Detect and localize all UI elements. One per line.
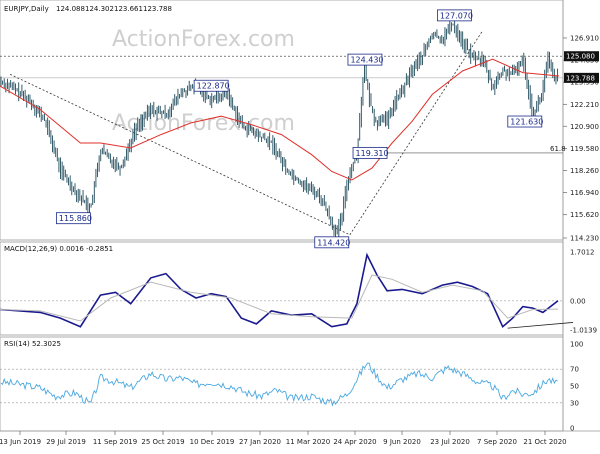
rsi-y-tick-label: 0 <box>570 425 574 433</box>
rsi-title: RSI(14) 52.3025 <box>4 340 61 348</box>
x-tick-label: 7 Sep 2020 <box>477 438 517 446</box>
price-label-box <box>55 212 91 225</box>
x-tick-label: 27 Jan 2020 <box>239 438 281 446</box>
price-y-tick-label: 126.910 <box>570 34 599 42</box>
price-label-box <box>437 9 472 22</box>
macd-line <box>0 252 559 329</box>
low-value: 123.661 <box>114 5 143 13</box>
price-y-tick-label: 122.210 <box>570 101 599 109</box>
price-y-tick-label: 120.900 <box>570 123 599 131</box>
macd-signal-line <box>0 274 559 322</box>
x-tick-label: 9 Jun 2020 <box>383 438 421 446</box>
price-label: 124.430 <box>350 56 383 65</box>
price-label-box <box>193 79 229 92</box>
macd-y-tick-label: -1.0139 <box>570 327 597 335</box>
x-tick-label: 23 Jul 2020 <box>430 438 470 446</box>
watermark: ActionForex.com <box>112 27 295 52</box>
price-label-box <box>347 53 383 66</box>
price-label-box <box>314 236 350 249</box>
rsi-y-tick-label: 100 <box>570 341 583 349</box>
x-tick-label: 21 Oct 2020 <box>523 438 566 446</box>
level-tag-bg <box>564 72 599 83</box>
x-tick-label: 29 Jul 2019 <box>46 438 86 446</box>
macd-y-tick-label: 1.7012 <box>570 249 595 257</box>
price-label: 115.860 <box>59 214 92 223</box>
price-y-tick-label: 119.580 <box>570 145 599 153</box>
macd-title: MACD(12,26,9) 0.0016 -0.2851 <box>4 245 113 253</box>
price-label: 121.630 <box>510 118 543 127</box>
x-tick-label: 11 Sep 2019 <box>93 438 137 446</box>
x-tick-label: 24 Apr 2020 <box>333 438 376 446</box>
price-y-tick-label: 115.620 <box>570 211 599 219</box>
price-y-tick-label: 118.260 <box>570 167 599 175</box>
price-label: 127.070 <box>440 11 473 20</box>
level-tag-label: 125.080 <box>566 53 595 61</box>
rsi-line <box>0 362 558 407</box>
price-label-box <box>352 146 388 159</box>
moving-average-line <box>0 58 560 181</box>
rsi-y-tick-label: 70 <box>570 366 579 374</box>
price-label: 122.870 <box>197 82 230 91</box>
trendline-falling <box>9 73 351 236</box>
x-tick-label: 11 Mar 2020 <box>286 438 330 446</box>
symbol-label: EURJPY,Daily <box>4 5 49 13</box>
macd-trendline <box>507 322 574 329</box>
price-label-box <box>507 115 543 128</box>
x-tick-label: 13 Jun 2019 <box>0 438 41 446</box>
close-value: 123.788 <box>143 5 172 13</box>
price-y-tick-label: 116.940 <box>570 189 599 197</box>
high-value: 124.302 <box>85 5 114 13</box>
macd-y-tick-label: 0.00 <box>570 297 586 305</box>
trendline-rising <box>349 30 483 236</box>
rsi-y-tick-label: 30 <box>570 399 579 407</box>
level-tag-bg <box>564 51 599 62</box>
price-label: 114.420 <box>317 238 350 247</box>
price-label: 119.310 <box>356 149 389 158</box>
level-tag-label: 123.788 <box>566 74 595 82</box>
x-tick-label: 10 Dec 2019 <box>190 438 235 446</box>
x-tick-label: 25 Oct 2019 <box>141 438 184 446</box>
chart-header: EURJPY,Daily 124.088 124.302 123.661 123… <box>4 5 172 13</box>
open-value: 124.088 <box>56 5 85 13</box>
fib-618-label: 61.8 <box>550 145 566 153</box>
price-y-tick-label: 114.230 <box>570 235 599 243</box>
rsi-y-tick-label: 50 <box>570 383 579 391</box>
